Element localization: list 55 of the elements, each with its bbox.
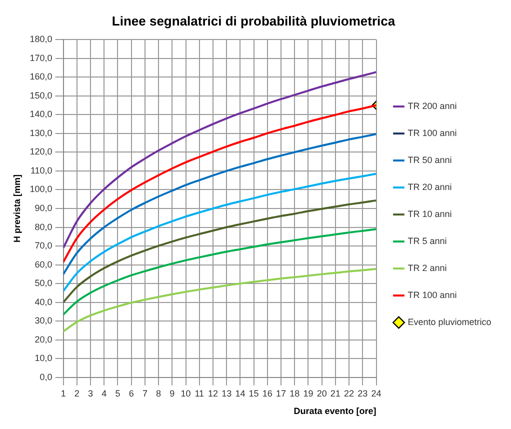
x-tick-label: 19 [303, 388, 314, 398]
y-tick-label: 10,0 [34, 353, 52, 364]
x-tick-label: 14 [235, 388, 246, 398]
x-tick-label: 10 [180, 388, 191, 398]
y-tick-label: 130,0 [30, 128, 52, 138]
y-tick-label: 30,0 [34, 316, 52, 326]
x-tick-label: 17 [276, 388, 286, 398]
x-tick-label: 23 [358, 388, 368, 398]
x-tick-label: 2 [74, 388, 80, 398]
legend-label: TR 10 anni [408, 208, 452, 219]
y-tick-label: 50,0 [34, 278, 52, 288]
y-tick-label: 160,0 [30, 72, 52, 82]
y-tick-label: 80,0 [34, 222, 52, 232]
x-tick-label: 13 [222, 388, 232, 398]
x-tick-label: 12 [208, 388, 218, 398]
y-axis-title: H prevista [mm] [12, 174, 22, 243]
legend-label: TR 200 anni [408, 100, 457, 111]
x-tick-label: 24 [371, 388, 382, 398]
x-tick-label: 21 [330, 388, 340, 398]
y-tick-label: 90,0 [34, 202, 52, 213]
legend-label: Evento pluviometrico [408, 316, 492, 327]
y-tick-label: 170,0 [30, 52, 52, 63]
y-tick-label: 60,0 [34, 259, 52, 270]
x-tick-label: 11 [194, 388, 204, 398]
legend-label: TR 100 anni [408, 128, 457, 138]
y-tick-label: 70,0 [34, 240, 52, 251]
x-tick-label: 6 [128, 388, 134, 398]
x-tick-label: 9 [170, 388, 175, 398]
x-axis-title: Durata evento [ore] [294, 406, 376, 416]
x-tick-label: 18 [290, 388, 300, 398]
y-tick-label: 140,0 [30, 109, 52, 120]
legend-label: TR 5 anni [408, 236, 447, 246]
legend-label: TR 50 anni [408, 154, 452, 165]
legend-label: TR 100 anni [408, 290, 457, 300]
x-tick-label: 1 [60, 388, 66, 398]
x-tick-label: 22 [344, 388, 354, 398]
x-tick-label: 5 [115, 388, 120, 398]
y-tick-label: 180,0 [30, 34, 52, 44]
x-tick-label: 3 [88, 388, 94, 398]
legend-label: TR 2 anni [408, 262, 447, 273]
y-tick-label: 0,0 [40, 372, 52, 382]
legend-label: TR 20 anni [408, 182, 452, 192]
x-tick-label: 4 [102, 388, 107, 398]
y-tick-label: 100,0 [30, 184, 52, 194]
y-tick-label: 120,0 [30, 146, 52, 157]
y-tick-label: 110,0 [30, 165, 52, 176]
y-tick-label: 40,0 [34, 296, 52, 307]
x-tick-label: 20 [316, 388, 327, 398]
x-tick-label: 15 [248, 388, 259, 398]
y-tick-label: 20,0 [34, 334, 52, 344]
x-tick-label: 16 [262, 388, 272, 398]
y-tick-label: 150,0 [30, 90, 52, 100]
x-tick-label: 8 [156, 388, 162, 398]
chart-title: Linee segnalatrici di probabilità pluviometrica [112, 13, 396, 28]
x-tick-label: 7 [142, 388, 148, 398]
